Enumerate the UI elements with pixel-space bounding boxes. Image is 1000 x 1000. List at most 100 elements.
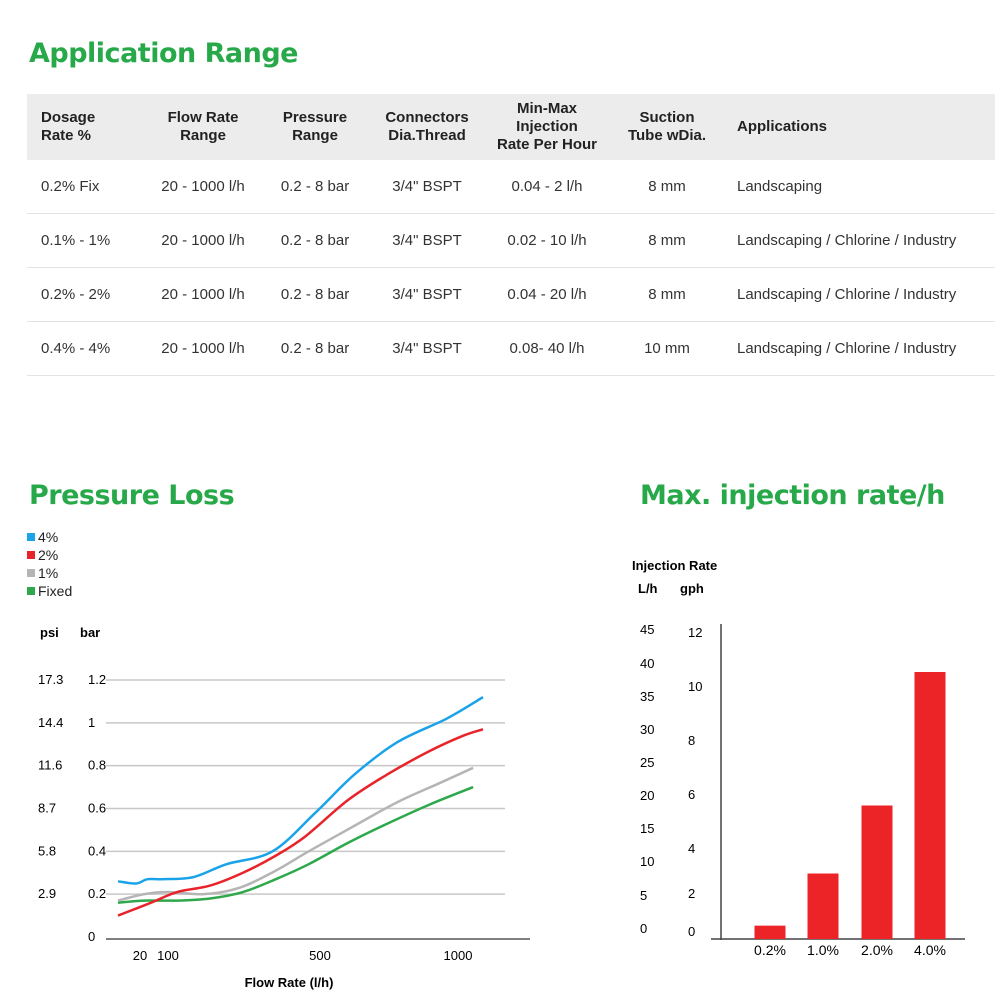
x-tick: 20 — [133, 948, 147, 963]
header-applications: Applications — [723, 94, 995, 160]
y-tick-gph: 0 — [688, 924, 695, 939]
application-range-title: Application Range — [29, 38, 299, 69]
pressure-loss-title: Pressure Loss — [29, 480, 235, 511]
table-cell: 0.02 - 10 l/h — [483, 213, 611, 268]
x-tick: 1000 — [444, 948, 473, 963]
y-tick-bar: 0.4 — [88, 843, 106, 858]
legend-item-4pct: 4% — [27, 528, 72, 546]
header-suction-tube: Suction Tube wDia. — [611, 94, 723, 160]
legend-item-fixed: Fixed — [27, 582, 72, 600]
table-cell: 0.1% - 1% — [27, 213, 147, 268]
x-axis-label: Flow Rate (l/h) — [245, 975, 334, 990]
legend-label-4pct: 4% — [38, 529, 59, 545]
legend-swatch-fixed — [27, 587, 35, 595]
table-row: 0.2% - 2% 20 - 1000 l/h 0.2 - 8 bar 3/4" BS… — [27, 267, 995, 322]
legend-label-1pct: 1% — [38, 565, 59, 581]
y-tick-psi: 8.7 — [38, 801, 56, 816]
y-tick-psi: 2.9 — [38, 886, 56, 901]
y-tick-psi: 14.4 — [38, 715, 63, 730]
table-row: 0.2% Fix 20 - 1000 l/h 0.2 - 8 bar 3/4" BSP… — [27, 160, 995, 214]
y-tick-gph: 4 — [688, 841, 695, 856]
header-injection-rate: Min-Max Injection Rate Per Hour — [483, 94, 611, 160]
header-connectors: Connectors Dia.Thread — [371, 94, 483, 160]
y-tick-gph: 2 — [688, 886, 695, 901]
table-cell: 20 - 1000 l/h — [147, 160, 259, 214]
bar-1.0% — [807, 873, 839, 939]
legend-swatch-2pct — [27, 551, 35, 559]
table-cell: 20 - 1000 l/h — [147, 213, 259, 268]
table-cell: 20 - 1000 l/h — [147, 267, 259, 322]
y-tick-gph: 8 — [688, 733, 695, 748]
y-tick-gph: 12 — [688, 625, 702, 640]
bar-2.0% — [861, 805, 893, 939]
y-axis-label-bar: bar — [80, 625, 100, 640]
y-tick-gph: 10 — [688, 679, 702, 694]
table-cell: 0.2% - 2% — [27, 267, 147, 322]
header-dosage: Dosage Rate % — [27, 94, 147, 160]
y-axis-label-gph: gph — [680, 581, 704, 596]
x-tick: 4.0% — [914, 942, 946, 958]
table-cell: 20 - 1000 l/h — [147, 321, 259, 376]
y-tick-bar: 0.8 — [88, 758, 106, 773]
bar-0.2% — [754, 925, 786, 939]
y-tick-bar: 0 — [88, 929, 95, 944]
table-cell: 8 mm — [611, 267, 723, 322]
y-tick-bar: 1.2 — [88, 672, 106, 687]
legend-label-fixed: Fixed — [38, 583, 73, 599]
x-tick: 0.2% — [754, 942, 786, 958]
x-tick: 2.0% — [861, 942, 893, 958]
table-row: 0.1% - 1% 20 - 1000 l/h 0.2 - 8 bar 3/4" BS… — [27, 213, 995, 268]
max-injection-title: Max. injection rate/h — [640, 480, 945, 511]
y-tick-lh: 30 — [640, 722, 654, 737]
y-tick-lh: 10 — [640, 854, 654, 869]
y-axis-label-psi: psi — [40, 625, 59, 640]
legend-item-1pct: 1% — [27, 564, 72, 582]
y-tick-gph: 6 — [688, 787, 695, 802]
y-tick-lh: 5 — [640, 888, 647, 903]
x-tick: 500 — [309, 948, 331, 963]
application-range-table: Dosage Rate % Flow Rate Range Pressure Rang… — [27, 94, 995, 376]
legend-swatch-1pct — [27, 569, 35, 577]
series-line-1pct — [117, 766, 474, 902]
y-tick-lh: 25 — [640, 755, 654, 770]
table-cell: 0.4% - 4% — [27, 321, 147, 376]
x-tick: 100 — [157, 948, 179, 963]
y-tick-lh: 35 — [640, 689, 654, 704]
table-cell: 0.2 - 8 bar — [259, 267, 371, 322]
pressure-loss-legend: 4% 2% 1% Fixed — [27, 528, 72, 600]
table-cell: 0.2 - 8 bar — [259, 213, 371, 268]
legend-label-2pct: 2% — [38, 547, 59, 563]
table-cell: 0.2% Fix — [27, 160, 147, 214]
injection-rate-chart: Injection Rate L/h gph 0 5 10 15 20 25 30 35 40 45 0 2… — [632, 558, 965, 958]
table-cell: 3/4" BSPT — [371, 267, 483, 322]
table-cell: 0.2 - 8 bar — [259, 321, 371, 376]
y-tick-lh: 40 — [640, 656, 654, 671]
table-cell: 0.04 - 2 l/h — [483, 160, 611, 214]
table-cell: Landscaping — [723, 160, 995, 214]
y-tick-bar: 0.6 — [88, 801, 106, 816]
y-tick-lh: 20 — [640, 788, 654, 803]
y-tick-psi: 11.6 — [38, 758, 62, 773]
series-line-fixed — [117, 785, 474, 904]
y-tick-lh: 0 — [640, 921, 647, 936]
bar-4.0% — [914, 672, 946, 939]
y-tick-lh: 15 — [640, 821, 654, 836]
table-cell: Landscaping / Chlorine / Industry — [723, 213, 995, 268]
pressure-loss-chart: psi bar 0 0.2 2.9 0.4 5.8 0.6 8.7 0.8 11.6 1 14.4 1.2… — [38, 625, 530, 990]
table-cell: 3/4" BSPT — [371, 213, 483, 268]
y-tick-psi: 5.8 — [38, 843, 56, 858]
series-line-2pct — [117, 728, 484, 917]
table-cell: 0.2 - 8 bar — [259, 160, 371, 214]
table-cell: 8 mm — [611, 213, 723, 268]
y-axis-label-lh: L/h — [638, 581, 658, 596]
table-cell: 0.08- 40 l/h — [483, 321, 611, 376]
series-line-4pct — [117, 696, 484, 885]
header-flow-rate: Flow Rate Range — [147, 94, 259, 160]
y-tick-bar: 0.2 — [88, 886, 106, 901]
y-tick-psi: 17.3 — [38, 672, 63, 687]
table-header-row: Dosage Rate % Flow Rate Range Pressure Rang… — [27, 94, 995, 160]
table-cell: Landscaping / Chlorine / Industry — [723, 321, 995, 376]
y-axis-title: Injection Rate — [632, 558, 717, 573]
x-tick: 1.0% — [807, 942, 839, 958]
table-cell: 10 mm — [611, 321, 723, 376]
